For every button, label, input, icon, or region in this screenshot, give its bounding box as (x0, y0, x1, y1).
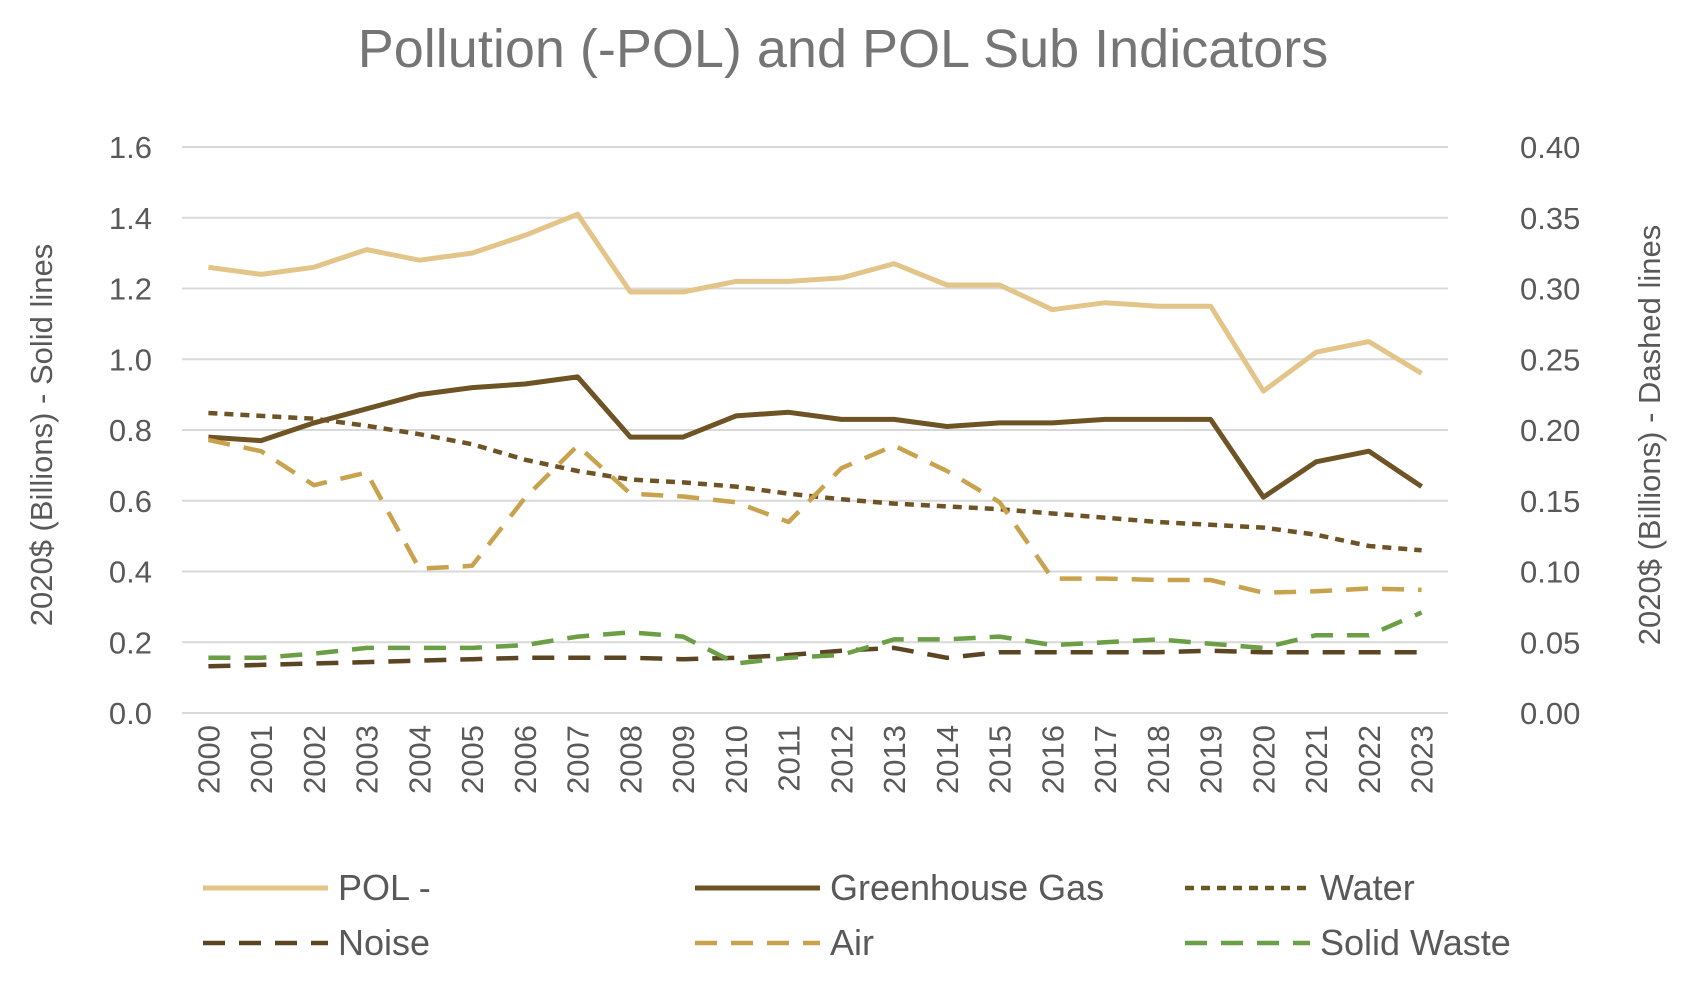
right-tick-label: 0.30 (1520, 272, 1580, 307)
x-tick-label: 2004 (402, 725, 437, 794)
x-tick-label: 2018 (1141, 725, 1176, 794)
x-tick-label: 2021 (1299, 725, 1334, 794)
x-tick-label: 2013 (877, 725, 912, 794)
x-tick-label: 2008 (613, 725, 648, 794)
left-tick-label: 0.0 (109, 696, 152, 731)
x-tick-label: 2011 (772, 725, 807, 792)
x-tick-label: 2006 (508, 725, 543, 794)
x-tick-label: 2020 (1246, 725, 1281, 794)
x-tick-label: 2023 (1405, 725, 1440, 794)
legend-label: Noise (338, 922, 430, 963)
x-tick-label: 2016 (1035, 725, 1070, 794)
x-tick-label: 2009 (666, 725, 701, 794)
series-line-air (207, 437, 1422, 595)
left-tick-label: 1.2 (109, 272, 152, 307)
legend: POL - Greenhouse Gas Water Noise Air Solid Wa… (203, 867, 1511, 963)
gridlines (182, 146, 1448, 714)
right-tick-label: 0.20 (1520, 413, 1580, 448)
x-tick-label: 2005 (455, 725, 490, 794)
legend-label: Greenhouse Gas (830, 867, 1104, 908)
left-tick-label: 0.6 (109, 484, 152, 519)
left-tick-label: 1.6 (109, 130, 152, 165)
right-tick-label: 0.00 (1520, 696, 1580, 731)
legend-label: POL - (338, 867, 431, 908)
right-tick-label: 0.10 (1520, 555, 1580, 590)
right-tick-label: 0.25 (1520, 342, 1580, 377)
legend-label: Water (1320, 867, 1415, 908)
right-tick-label: 0.35 (1520, 201, 1580, 236)
left-tick-label: 1.4 (109, 201, 152, 236)
x-tick-label: 2010 (719, 725, 754, 794)
series-line-pol (208, 211, 1423, 394)
legend-label: Air (830, 922, 874, 963)
left-axis-title: 2020$ (Billions) - Solid lines (24, 244, 59, 627)
x-tick-label: 2000 (191, 725, 226, 794)
x-tick-label: 2019 (1194, 725, 1229, 794)
series-lines (207, 211, 1423, 669)
x-tick-label: 2015 (983, 725, 1018, 794)
x-tick-label: 2001 (244, 725, 279, 794)
x-tick-label: 2022 (1352, 725, 1387, 794)
right-tick-label: 0.15 (1520, 484, 1580, 519)
right-tick-label: 0.40 (1520, 130, 1580, 165)
legend-label: Solid Waste (1320, 922, 1511, 963)
left-tick-label: 0.4 (109, 555, 152, 590)
x-tick-label: 2003 (350, 725, 385, 794)
x-tick-label: 2002 (297, 725, 332, 794)
right-axis-title: 2020$ (Billions) - Dashed lines (1632, 225, 1667, 645)
chart-title: Pollution (-POL) and POL Sub Indicators (357, 19, 1329, 79)
x-tick-label: 2017 (1088, 725, 1123, 794)
right-axis-ticks: 0.00 0.05 0.10 0.15 0.20 0.25 0.30 0.35 0.40 (1520, 130, 1580, 731)
x-axis-ticks: 2000 2001 2002 2003 2004 2005 2006 2007 2008 2009… (191, 725, 1439, 794)
left-tick-label: 0.8 (109, 413, 152, 448)
series-line-noise (208, 645, 1422, 669)
x-tick-label: 2014 (930, 725, 965, 794)
series-line-solid-waste (208, 610, 1423, 666)
left-tick-label: 1.0 (109, 342, 152, 377)
series-line-water (208, 410, 1422, 553)
right-tick-label: 0.05 (1520, 625, 1580, 660)
left-tick-label: 0.2 (109, 625, 152, 660)
left-axis-ticks: 0.0 0.2 0.4 0.6 0.8 1.0 1.2 1.4 1.6 (109, 130, 152, 731)
x-tick-label: 2012 (824, 725, 859, 794)
x-tick-label: 2007 (561, 725, 596, 794)
series-line-greenhouse-gas (208, 374, 1423, 500)
